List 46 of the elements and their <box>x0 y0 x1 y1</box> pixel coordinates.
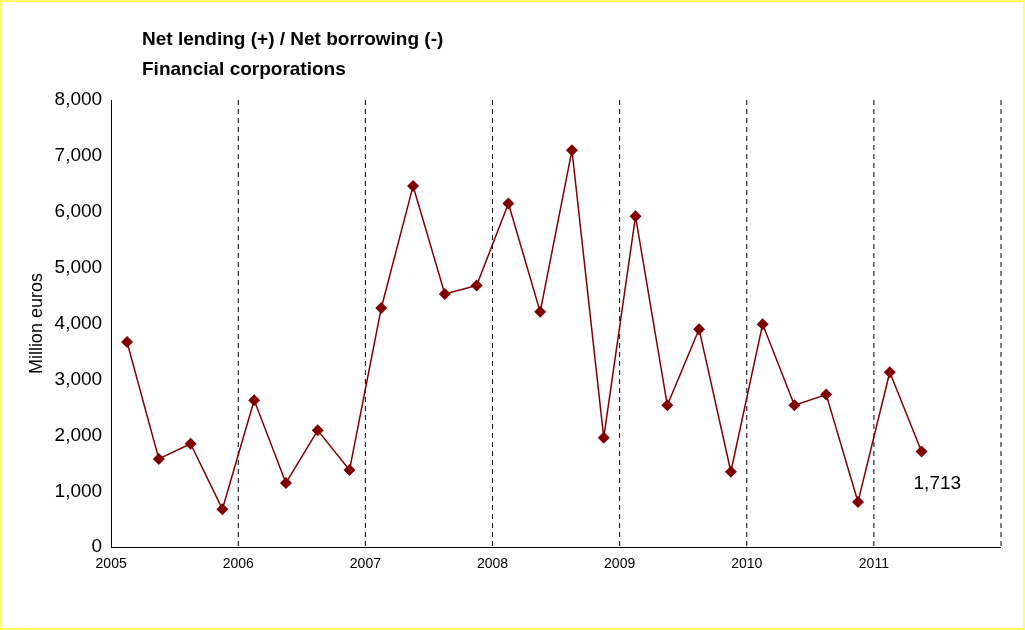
point <box>661 399 674 412</box>
x-tick-label: 2009 <box>604 555 636 572</box>
point <box>629 210 642 223</box>
point <box>470 279 483 292</box>
point <box>152 452 165 465</box>
point <box>534 305 547 318</box>
x-tick-label: 2008 <box>476 555 509 572</box>
y-tick-label: 4,000 <box>54 311 103 333</box>
y-tick-label: 7,000 <box>54 144 103 166</box>
x-tick-label: 2005 <box>95 555 127 572</box>
y-axis-title: Million euros <box>25 273 46 375</box>
chart-title: Net lending (+) / Net borrowing (-) <box>142 27 444 51</box>
point <box>788 399 801 412</box>
point <box>121 336 134 349</box>
point <box>311 424 324 437</box>
point <box>597 431 610 444</box>
point <box>248 394 261 407</box>
point <box>216 503 229 516</box>
point <box>820 388 833 401</box>
y-tick-label: 5,000 <box>54 255 103 277</box>
x-tick-label: 2011 <box>858 555 890 572</box>
y-tick-label: 1,000 <box>54 479 103 501</box>
point <box>438 287 451 300</box>
point <box>693 323 706 336</box>
point <box>756 318 769 331</box>
chart-subtitle: Financial corporations <box>142 57 347 81</box>
y-tick-label: 6,000 <box>54 200 103 222</box>
point <box>565 144 578 157</box>
x-tick-label: 2010 <box>731 555 763 572</box>
x-tick-label: 2007 <box>349 555 382 572</box>
point <box>407 180 420 193</box>
y-tick-label: 2,000 <box>54 423 103 445</box>
point <box>851 495 864 508</box>
y-tick-label: 8,000 <box>54 88 103 110</box>
point <box>279 476 292 489</box>
point <box>915 445 928 458</box>
y-tick-label: 3,000 <box>54 367 103 389</box>
y-tick-label: 0 <box>91 535 103 557</box>
data-label: 1,713 <box>913 471 962 493</box>
point <box>724 465 737 478</box>
point <box>375 301 388 314</box>
point <box>343 464 356 477</box>
point <box>502 197 515 210</box>
x-tick-label: 2006 <box>222 555 255 572</box>
point <box>184 437 197 450</box>
point <box>883 366 896 379</box>
